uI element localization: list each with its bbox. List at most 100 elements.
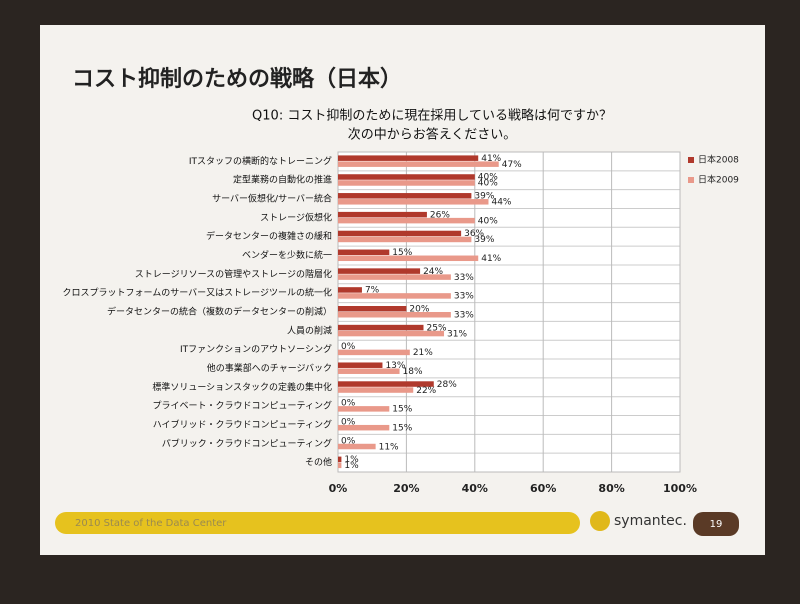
value-label: 39% — [474, 235, 494, 245]
y-tick-label: ストレージリソースの管理やストレージの階層化 — [135, 268, 332, 280]
value-label: 0% — [341, 436, 356, 446]
value-label: 15% — [392, 423, 412, 433]
value-label: 36% — [464, 229, 484, 239]
bar — [338, 462, 342, 469]
value-label: 33% — [454, 311, 474, 321]
value-label: 31% — [447, 329, 467, 339]
x-tick-label: 20% — [393, 482, 419, 495]
value-label: 25% — [427, 323, 447, 333]
value-label: 21% — [413, 348, 433, 358]
bar — [338, 230, 462, 237]
subtitle: Q10: コスト抑制のために現在採用している戦略は何ですか？ — [252, 108, 612, 124]
bar — [338, 424, 390, 431]
bar — [338, 155, 479, 161]
y-tick-label: クロスプラットフォームのサーバー又はストレージツールの統一化 — [63, 287, 332, 299]
y-tick-label: ストレージ仮想化 — [260, 211, 332, 223]
value-label: 39% — [474, 192, 494, 202]
value-label: 47% — [502, 160, 522, 170]
bar — [338, 161, 499, 167]
y-tick-label: その他 — [305, 456, 332, 468]
x-tick-label: 0% — [329, 482, 348, 495]
y-tick-label: パブリック・クラウドコンピューティング — [162, 437, 332, 449]
subtitle: 次の中からお答えください。 — [348, 127, 517, 143]
value-label: 28% — [437, 380, 457, 390]
y-tick-label: 定型業務の自動化の推進 — [233, 174, 332, 186]
bar — [338, 255, 479, 262]
chart-title: コスト抑制のための戦略（日本） — [72, 66, 402, 92]
value-label: 41% — [481, 254, 501, 264]
value-label: 0% — [341, 417, 356, 427]
page-number: 19 — [710, 519, 723, 530]
bar — [338, 381, 434, 387]
y-tick-label: 他の事業部へのチャージバック — [207, 362, 332, 374]
value-label: 33% — [454, 273, 474, 283]
bar — [338, 236, 472, 243]
bar — [338, 362, 383, 368]
y-tick-label: データセンターの複雑さの緩和 — [206, 230, 332, 242]
legend-swatch — [688, 177, 694, 183]
value-label: 1% — [344, 455, 359, 465]
x-tick-label: 100% — [663, 482, 697, 495]
bar — [338, 406, 390, 412]
bar — [338, 443, 376, 450]
chart: 0% 20% 40% 60% 80% 100%ITスタッフの横断的なトレーニング 41%47… — [63, 151, 739, 495]
value-label: 11% — [379, 442, 399, 452]
value-label: 20% — [409, 305, 429, 315]
value-label: 15% — [392, 405, 412, 415]
x-tick-label: 80% — [598, 482, 624, 495]
bar — [338, 211, 427, 218]
bar — [338, 349, 410, 356]
bar — [338, 217, 475, 224]
x-tick-label: 40% — [462, 482, 488, 495]
bar — [338, 368, 400, 374]
y-tick-label: サーバー仮想化/サーバー統合 — [212, 193, 332, 205]
bar — [338, 293, 451, 299]
value-label: 41% — [481, 154, 501, 164]
bar — [338, 174, 475, 180]
value-label: 40% — [478, 173, 498, 183]
bar — [338, 324, 424, 331]
bar — [338, 268, 421, 274]
x-tick-label: 60% — [530, 482, 556, 495]
bar — [338, 249, 390, 256]
legend-label: 日本2009 — [698, 174, 739, 186]
page-badge — [693, 512, 739, 536]
brand: symantec. — [614, 513, 687, 529]
bar — [338, 330, 445, 337]
bar — [338, 193, 472, 199]
value-label: 33% — [454, 292, 474, 302]
bar — [338, 287, 362, 293]
footer-bar — [55, 512, 580, 534]
y-tick-label: 標準ソリューションスタックの定義の集中化 — [152, 381, 332, 393]
value-label: 1% — [344, 461, 359, 471]
bar — [338, 274, 451, 280]
legend-label: 日本2008 — [698, 154, 739, 166]
y-tick-label: ハイブリッド・クラウドコンピューティング — [153, 418, 332, 430]
value-label: 40% — [478, 179, 498, 189]
value-label: 18% — [403, 367, 423, 377]
value-label: 40% — [478, 216, 498, 226]
y-tick-label: データセンターの統合（複数のデータセンターの削減） — [107, 306, 332, 318]
value-label: 0% — [341, 399, 356, 409]
y-tick-label: 人員の削減 — [287, 324, 332, 336]
y-tick-label: ITスタッフの横断的なトレーニング — [189, 155, 332, 167]
bar — [338, 312, 451, 318]
bar — [338, 199, 489, 205]
bar — [338, 387, 414, 393]
logo-mark — [590, 511, 610, 531]
bar — [338, 180, 475, 186]
y-tick-label: ベンダーを少数に統一 — [242, 249, 332, 261]
y-tick-label: プライベート・クラウドコンピューティング — [153, 400, 332, 412]
bar — [338, 306, 407, 312]
value-label: 22% — [416, 386, 436, 396]
footer-text: 2010 State of the Data Center — [75, 518, 227, 529]
bar — [338, 456, 342, 463]
value-label: 24% — [423, 267, 443, 277]
value-label: 0% — [341, 342, 356, 352]
legend-swatch — [688, 157, 694, 163]
value-label: 44% — [491, 198, 511, 208]
value-label: 15% — [392, 248, 412, 258]
y-tick-label: ITファンクションのアウトソーシング — [180, 343, 332, 355]
value-label: 7% — [365, 286, 380, 296]
